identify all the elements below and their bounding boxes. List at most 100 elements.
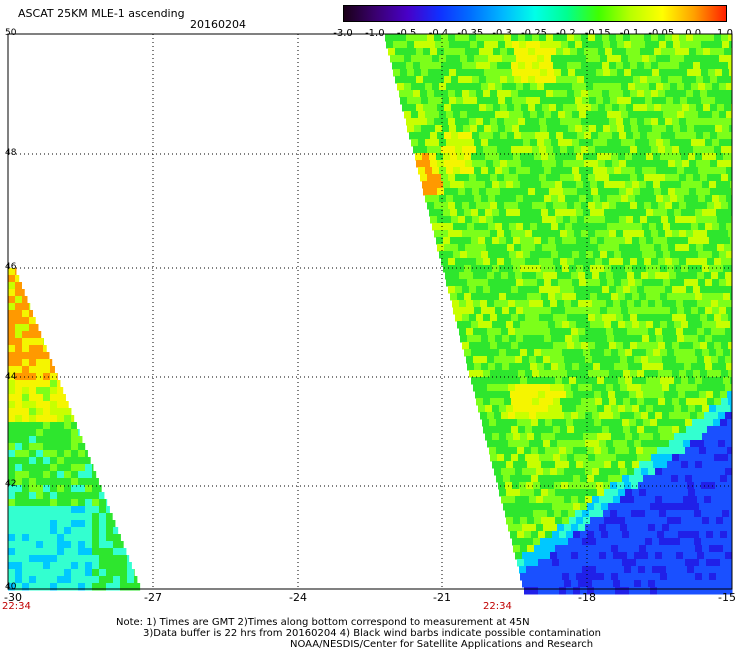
wind-cell	[71, 534, 79, 542]
wind-cell	[609, 34, 617, 42]
wind-cell	[36, 450, 44, 458]
wind-cell	[446, 139, 454, 147]
wind-cell	[594, 559, 602, 567]
wind-cell	[685, 447, 693, 455]
wind-cell	[569, 405, 577, 413]
wind-cell	[481, 139, 489, 147]
wind-cell	[85, 450, 88, 458]
wind-cell	[665, 398, 673, 406]
wind-cell	[600, 111, 608, 119]
wind-cell	[488, 307, 496, 315]
wind-cell	[608, 447, 616, 455]
wind-cell	[636, 447, 644, 455]
wind-cell	[624, 566, 632, 574]
wind-cell	[669, 552, 677, 560]
wind-cell	[551, 251, 559, 259]
wind-cell	[464, 237, 472, 245]
wind-cell	[490, 174, 498, 182]
wind-cell	[656, 335, 664, 343]
wind-cell	[562, 237, 570, 245]
wind-cell	[449, 69, 457, 77]
wind-cell	[557, 272, 565, 280]
wind-cell	[696, 216, 704, 224]
wind-cell	[662, 328, 670, 336]
wind-cell	[659, 97, 667, 105]
wind-cell	[684, 279, 692, 287]
wind-cell	[553, 118, 561, 126]
wind-cell	[649, 363, 657, 371]
wind-cell	[632, 433, 640, 441]
wind-cell	[8, 338, 16, 346]
wind-cell	[588, 202, 596, 210]
wind-cell	[653, 181, 661, 189]
wind-cell	[667, 377, 675, 385]
wind-cell	[579, 307, 587, 315]
wind-cell	[599, 496, 607, 504]
wind-cell	[595, 146, 603, 154]
wind-cell	[693, 146, 701, 154]
wind-cell	[499, 153, 507, 161]
wind-cell	[529, 552, 537, 560]
wind-cell	[718, 440, 726, 448]
wind-cell	[529, 412, 537, 420]
wind-cell	[476, 342, 484, 350]
wind-cell	[610, 566, 618, 574]
wind-cell	[511, 230, 519, 238]
wind-cell	[658, 286, 666, 294]
wind-cell	[582, 482, 590, 490]
wind-cell	[704, 552, 712, 560]
wind-cell	[570, 104, 578, 112]
wind-cell	[676, 412, 684, 420]
wind-cell	[92, 520, 100, 528]
wind-cell	[562, 377, 570, 385]
wind-cell	[677, 83, 685, 91]
wind-cell	[523, 363, 531, 371]
wind-cell	[523, 195, 531, 203]
wind-cell	[455, 90, 463, 98]
wind-cell	[511, 146, 519, 154]
wind-cell	[513, 321, 521, 329]
wind-cell	[423, 132, 431, 140]
wind-cell	[29, 422, 37, 430]
wind-cell	[539, 62, 547, 70]
wind-cell	[655, 272, 663, 280]
wind-cell	[29, 429, 37, 437]
wind-cell	[409, 48, 417, 56]
wind-cell	[648, 524, 656, 532]
wind-cell	[682, 76, 690, 84]
wind-cell	[720, 587, 728, 595]
wind-cell	[664, 419, 672, 427]
wind-cell	[685, 559, 693, 567]
wind-cell	[688, 433, 696, 441]
wind-cell	[8, 366, 16, 374]
wind-cell	[574, 314, 582, 322]
wind-cell	[612, 188, 620, 196]
wind-cell	[697, 468, 705, 476]
wind-cell	[631, 41, 639, 49]
wind-cell	[722, 125, 730, 133]
wind-cell	[663, 251, 671, 259]
wind-cell	[720, 391, 728, 399]
wind-cell	[489, 419, 497, 427]
wind-cell	[663, 111, 671, 119]
wind-cell	[15, 450, 23, 458]
wind-cell	[458, 244, 466, 252]
wind-cell	[590, 545, 598, 553]
wind-cell	[502, 167, 510, 175]
wind-cell	[628, 223, 636, 231]
wind-cell	[36, 324, 39, 332]
wind-cell	[525, 62, 533, 70]
wind-cell	[473, 272, 481, 280]
wind-cell	[514, 188, 522, 196]
wind-cell	[666, 566, 674, 574]
wind-cell	[406, 34, 414, 42]
wind-cell	[702, 153, 710, 161]
wind-cell	[694, 41, 702, 49]
wind-cell	[71, 548, 79, 556]
wind-cell	[688, 209, 696, 217]
wind-cell	[567, 258, 575, 266]
wind-cell	[113, 534, 121, 542]
wind-cell	[662, 440, 670, 448]
wind-cell	[709, 489, 717, 497]
wind-cell	[544, 363, 552, 371]
